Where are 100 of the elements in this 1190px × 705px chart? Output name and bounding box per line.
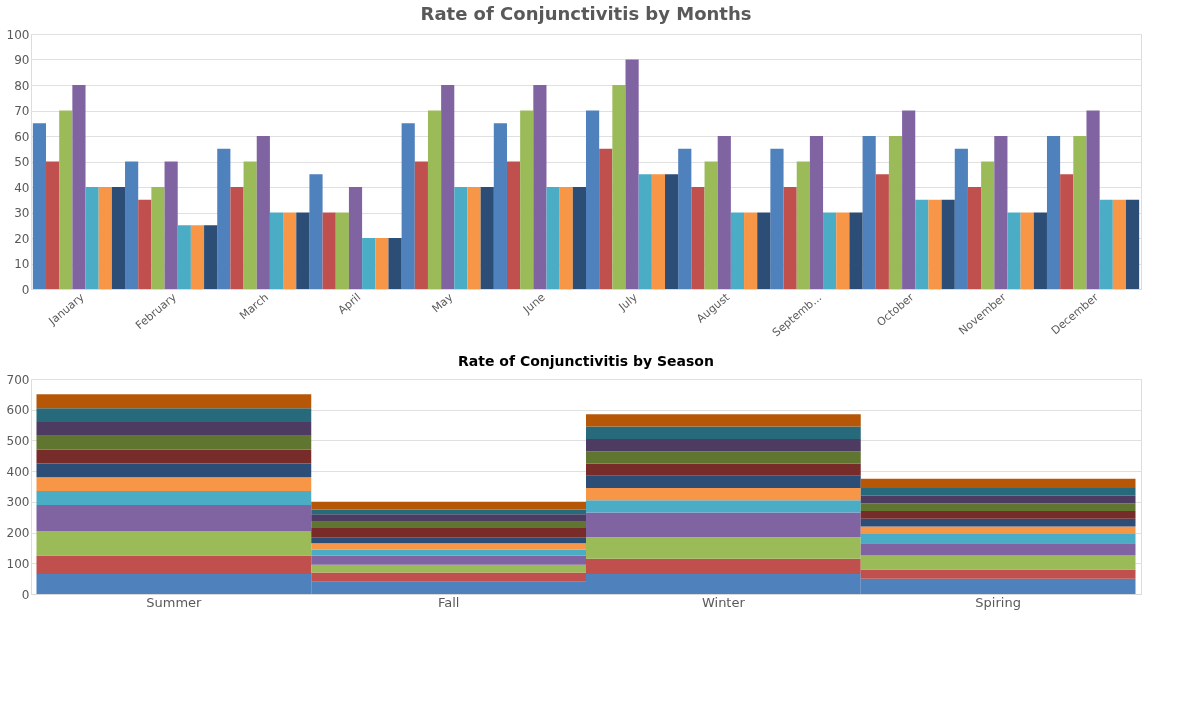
bar [586, 512, 861, 538]
bar [388, 238, 402, 289]
bar [59, 110, 73, 289]
bar [177, 225, 191, 289]
bar [348, 187, 363, 289]
y-tick-label: 30 [14, 206, 30, 220]
bar [32, 123, 47, 289]
bar [36, 504, 312, 532]
bar [454, 187, 468, 289]
bar [860, 488, 1136, 496]
x-tick-label: May [429, 290, 456, 316]
x-tick-label: Spiring [975, 594, 1021, 610]
bar [599, 148, 613, 289]
x-tick-label: Summer [146, 594, 203, 610]
y-tick-label: 700 [6, 372, 30, 387]
bar [860, 495, 1136, 504]
y-tick-label: 0 [21, 587, 30, 602]
bar [46, 161, 60, 289]
bar [967, 187, 982, 289]
bar [546, 187, 560, 289]
bar [954, 148, 968, 289]
bar [586, 488, 861, 501]
bar [36, 531, 312, 556]
bar [796, 161, 810, 289]
y-tick-label: 600 [6, 403, 30, 418]
bar [691, 187, 705, 289]
bar [586, 463, 861, 476]
bar [1073, 136, 1087, 289]
y-tick-label: 20 [14, 231, 30, 246]
bar [256, 136, 270, 289]
bar [586, 426, 861, 439]
bar [809, 136, 824, 289]
y-tick-label: 80 [14, 78, 30, 93]
bar [770, 148, 784, 289]
x-tick-label: Winter [701, 594, 746, 610]
bar [506, 161, 521, 289]
bar [823, 212, 837, 289]
bar [85, 187, 99, 289]
bar [520, 110, 534, 289]
bar [559, 187, 573, 289]
chart-title: Rate of Conjunctivitis by Season [458, 353, 714, 369]
bar [730, 212, 745, 289]
y-tick-label: 500 [6, 433, 30, 448]
bar [311, 564, 586, 573]
bar [1060, 174, 1074, 289]
bar [665, 174, 679, 289]
bar [888, 136, 903, 289]
bar [860, 526, 1136, 535]
bar [860, 518, 1136, 527]
bar [717, 136, 731, 289]
bar [322, 212, 336, 289]
bar [467, 187, 481, 289]
bar [783, 187, 797, 289]
bar [860, 478, 1136, 489]
bar [36, 477, 312, 492]
bar [915, 199, 929, 289]
bar [1033, 212, 1047, 289]
bar [941, 199, 955, 289]
bar [36, 491, 312, 505]
bar [651, 174, 666, 289]
bar [1086, 110, 1100, 289]
bar [111, 187, 126, 289]
bar [414, 161, 428, 289]
bar [36, 449, 312, 464]
bar [311, 555, 586, 565]
bar [362, 238, 376, 289]
y-tick-label: 60 [14, 129, 30, 144]
bar [375, 238, 389, 289]
bar [98, 187, 112, 289]
bar [309, 174, 323, 289]
x-tick-label: Fall [437, 594, 460, 610]
bar [1007, 212, 1021, 289]
bar [480, 187, 494, 289]
bar [862, 136, 876, 289]
y-tick-label: 50 [14, 155, 30, 169]
bar [441, 85, 455, 289]
bar [572, 187, 586, 289]
bar [860, 543, 1136, 556]
bar [586, 451, 861, 464]
bar [401, 123, 415, 289]
bar [586, 438, 861, 452]
bar [311, 543, 586, 550]
bar [311, 521, 586, 528]
bar [190, 225, 205, 289]
chart-title: Rate of Conjunctivitis by Months [420, 3, 752, 24]
y-tick-label: 0 [21, 282, 30, 297]
bar [586, 414, 861, 427]
y-tick-label: 90 [14, 53, 30, 67]
bar [849, 212, 863, 289]
bar [311, 537, 586, 544]
bar [311, 527, 586, 538]
bar [704, 161, 718, 289]
bar [981, 161, 995, 289]
bar [1099, 199, 1113, 289]
bar [902, 110, 916, 289]
y-tick-label: 40 [14, 180, 30, 195]
bar [757, 212, 771, 289]
bar [138, 199, 152, 289]
bar [586, 110, 600, 289]
y-tick-label: 400 [6, 464, 30, 479]
